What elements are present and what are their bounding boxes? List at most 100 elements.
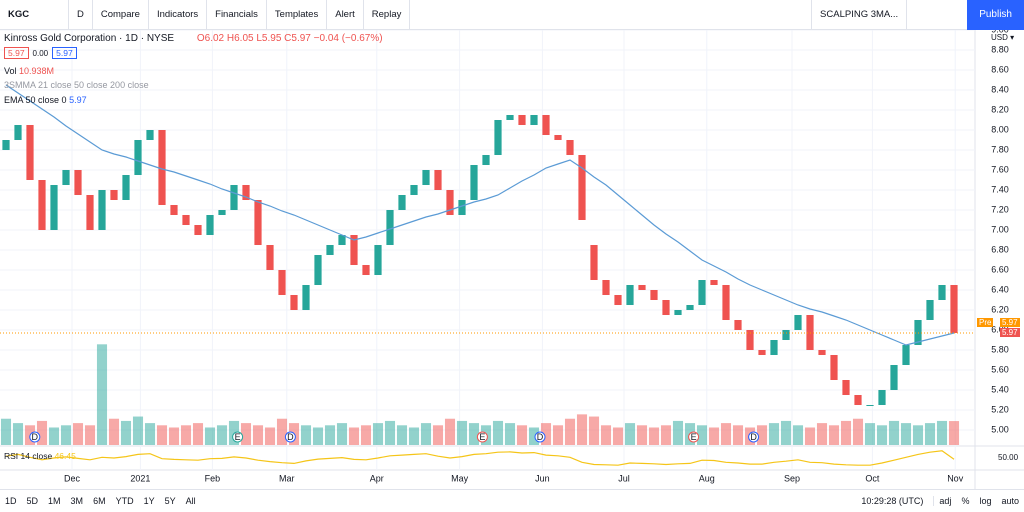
volume-bar	[552, 425, 564, 445]
candle	[362, 265, 370, 275]
candle	[590, 245, 598, 280]
volume-bar	[924, 423, 936, 445]
volume-bar	[264, 427, 276, 445]
range[interactable]: 5Y	[164, 496, 176, 506]
tool[interactable]: Compare	[93, 0, 149, 30]
candle	[878, 390, 886, 405]
option[interactable]: auto	[1001, 496, 1019, 506]
tool[interactable]: Alert	[327, 0, 364, 30]
legend-title: Kinross Gold Corporation · 1D · NYSE O6.…	[4, 33, 383, 44]
candle	[866, 405, 874, 406]
volume-bar	[636, 425, 648, 445]
rsi-tick: 50.00	[998, 453, 1019, 462]
volume-bar	[60, 425, 72, 445]
volume-bar	[936, 420, 948, 445]
x-tick-label: May	[451, 473, 469, 483]
x-tick-label: Apr	[370, 473, 384, 483]
volume-bar	[792, 425, 804, 445]
candle	[506, 115, 514, 120]
range[interactable]: 1M	[48, 496, 61, 506]
range[interactable]: 5D	[26, 496, 39, 506]
volume-bar	[612, 427, 624, 445]
rsi-legend: RSI 14 close 46.45	[4, 451, 76, 461]
volume-bar	[348, 427, 360, 445]
range[interactable]: 1Y	[143, 496, 155, 506]
candle	[278, 270, 286, 295]
ohlc-value: C5.97	[284, 33, 311, 44]
event-label: E	[691, 432, 697, 442]
layout[interactable]: SCALPING 3MA...	[811, 0, 908, 30]
volume-bar	[648, 427, 660, 445]
candle	[422, 170, 430, 185]
tool[interactable]: Financials	[207, 0, 267, 30]
x-tick-label: Nov	[947, 473, 964, 483]
volume-bar	[732, 425, 744, 445]
option[interactable]: %	[961, 496, 970, 506]
ask[interactable]: 5.97	[52, 47, 77, 59]
quote: 5.97 0.00 5.97	[4, 47, 81, 59]
volume-bar	[12, 423, 24, 445]
y-tick-label: 5.60	[991, 364, 1009, 374]
currency[interactable]: USD ▾	[991, 33, 1015, 42]
volume-bar	[948, 421, 960, 445]
volume-bar	[468, 423, 480, 445]
range[interactable]: 6M	[93, 496, 106, 506]
x-tick-label: Aug	[699, 473, 715, 483]
candle	[818, 350, 826, 355]
range[interactable]: 3M	[70, 496, 84, 506]
x-tick-label: Mar	[279, 473, 295, 483]
volume-bar	[168, 427, 180, 445]
candle	[890, 365, 898, 390]
y-tick-label: 5.20	[991, 404, 1009, 414]
tool[interactable]: Replay	[364, 0, 411, 30]
range[interactable]: YTD	[115, 496, 134, 506]
event-marker	[688, 431, 700, 443]
candle	[614, 295, 622, 305]
label: Vol	[4, 66, 17, 76]
symbol[interactable]: KGC	[0, 0, 69, 30]
event-label: E	[235, 432, 241, 442]
volume-bar	[276, 418, 288, 445]
candle	[758, 350, 766, 355]
volume-bar	[444, 418, 456, 445]
volume-bar	[432, 425, 444, 445]
volume-bar	[252, 425, 264, 445]
value: 5.97	[69, 95, 87, 105]
candle	[122, 175, 130, 200]
candle	[290, 295, 298, 310]
y-tick-label: 6.60	[991, 264, 1009, 274]
option[interactable]: log	[979, 496, 992, 506]
candle	[722, 285, 730, 320]
x-tick-label: Feb	[205, 473, 221, 483]
tool[interactable]: Templates	[267, 0, 328, 30]
tool[interactable]: Indicators	[149, 0, 208, 30]
pre-price: 5.97	[1000, 318, 1020, 327]
range[interactable]: All	[185, 496, 196, 506]
candle	[314, 255, 322, 285]
last-price: 5.97	[1000, 328, 1020, 337]
volume-bar	[804, 427, 816, 445]
candle	[662, 300, 670, 315]
candle	[494, 120, 502, 155]
y-tick-label: 7.60	[991, 164, 1009, 174]
candle	[398, 195, 406, 210]
candle	[938, 285, 946, 300]
bid[interactable]: 5.97	[4, 47, 29, 59]
option[interactable]: adj	[939, 496, 952, 506]
candle	[194, 225, 202, 235]
volume-bar	[840, 420, 852, 445]
interval[interactable]: D	[69, 0, 93, 30]
bottom-bar: 1D 5D 1M 3M 6M YTD 1Y 5Y All 10:29:28 (U…	[0, 489, 1024, 512]
candle	[218, 210, 226, 215]
publish-button[interactable]: Publish	[967, 0, 1024, 30]
volume-bar	[312, 427, 324, 445]
candle	[854, 395, 862, 405]
volume-bar	[396, 425, 408, 445]
y-tick-label: 5.80	[991, 344, 1009, 354]
range[interactable]: 1D	[5, 496, 17, 506]
volume-legend: Vol 10.938M	[4, 66, 54, 76]
candle	[566, 140, 574, 155]
clock[interactable]: 10:29:28 (UTC)	[856, 496, 935, 506]
volume-bar	[420, 423, 432, 445]
